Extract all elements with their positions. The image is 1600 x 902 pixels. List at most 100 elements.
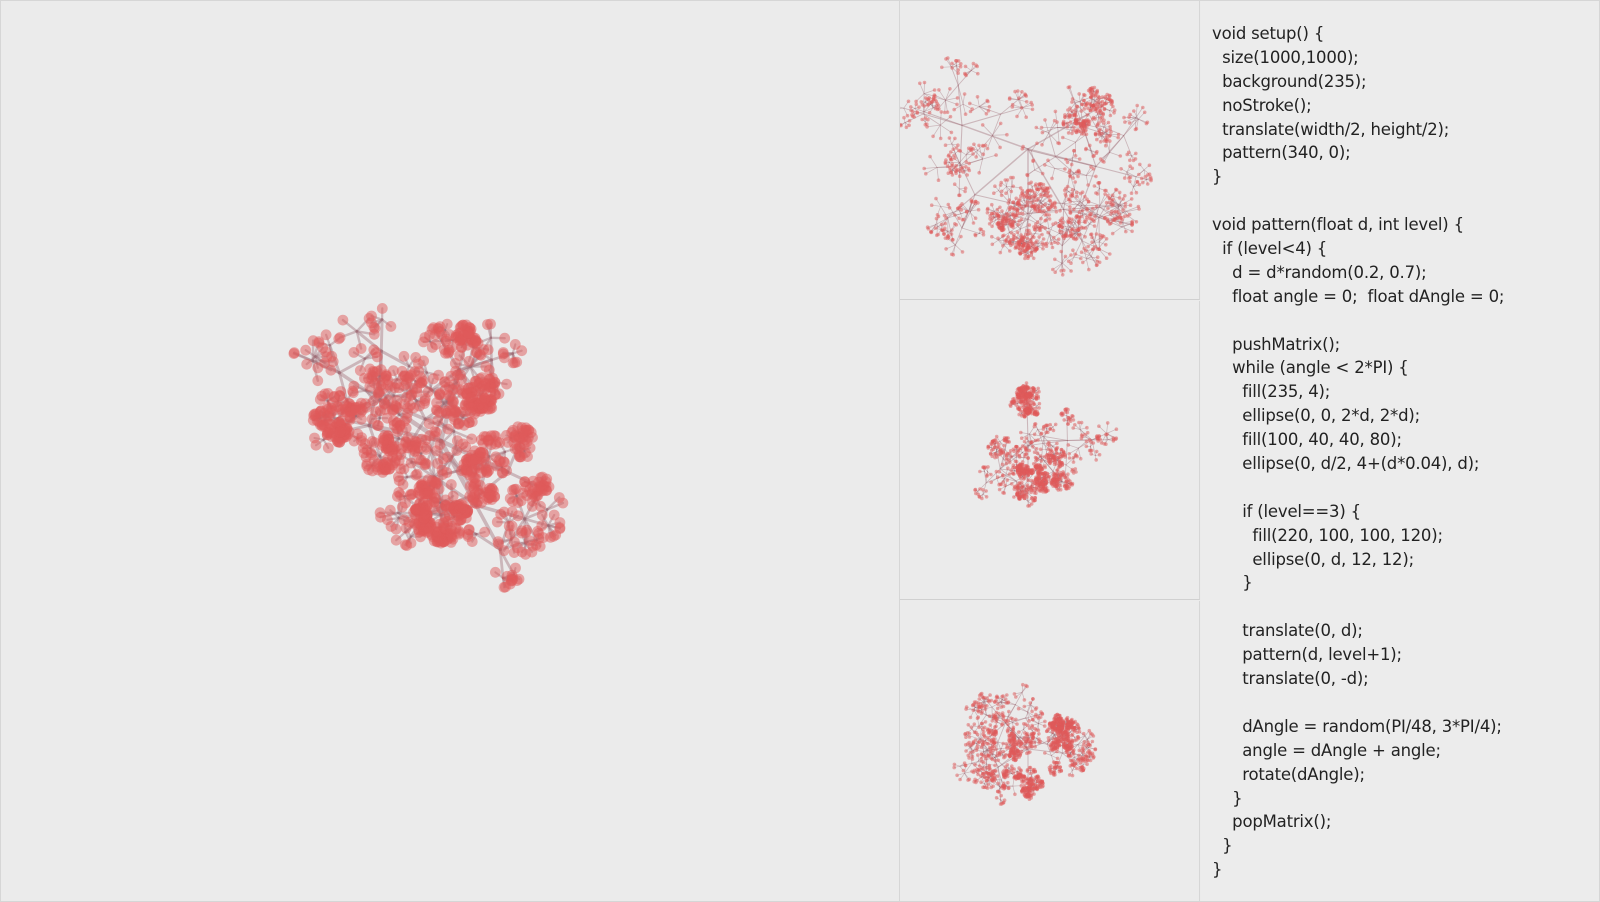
- petal: [1009, 231, 1014, 235]
- petal: [1034, 182, 1038, 186]
- petal: [457, 319, 468, 331]
- petal: [1070, 109, 1074, 113]
- petal: [927, 110, 932, 115]
- petal: [1085, 215, 1089, 219]
- petal: [1040, 130, 1045, 135]
- stem: [1044, 211, 1057, 213]
- stem: [961, 211, 971, 229]
- petal: [1053, 240, 1057, 244]
- stem: [1121, 226, 1133, 232]
- petal: [1108, 252, 1112, 256]
- stem: [919, 82, 925, 94]
- petal: [960, 202, 964, 206]
- stem: [1122, 211, 1137, 223]
- petal: [479, 526, 491, 538]
- petal: [416, 433, 428, 445]
- petal: [401, 413, 413, 424]
- petal: [1014, 196, 1018, 201]
- petal: [1063, 254, 1068, 259]
- stem: [955, 65, 959, 86]
- petal: [1061, 220, 1065, 225]
- petal: [1007, 221, 1011, 225]
- petal: [975, 64, 979, 69]
- petal: [1091, 218, 1095, 222]
- stem: [957, 70, 972, 86]
- petal: [1050, 176, 1054, 181]
- petal: [956, 143, 960, 147]
- petal: [1043, 226, 1047, 230]
- stem: [1121, 215, 1126, 228]
- petal: [940, 65, 944, 70]
- stem: [1085, 257, 1090, 270]
- stem: [1062, 137, 1076, 143]
- petal: [1006, 201, 1011, 205]
- petal: [937, 88, 941, 92]
- stem: [932, 124, 941, 137]
- stem: [974, 194, 1011, 204]
- petal: [1056, 224, 1061, 228]
- petal: [958, 193, 962, 198]
- petal: [943, 221, 947, 226]
- main-pattern-drawing: [288, 303, 569, 593]
- petal: [1110, 193, 1115, 197]
- petal: [1053, 206, 1058, 210]
- petal: [509, 339, 521, 350]
- petal: [390, 534, 402, 546]
- petal: [347, 385, 359, 397]
- petal: [548, 509, 560, 521]
- petal: [922, 80, 927, 85]
- petal: [947, 136, 952, 140]
- petal: [957, 216, 961, 221]
- petal: [1003, 238, 1008, 243]
- petal: [1066, 108, 1070, 112]
- petal: [1024, 115, 1028, 119]
- stem: [915, 93, 925, 102]
- petal: [337, 314, 349, 326]
- petal: [1017, 96, 1021, 100]
- petal: [981, 230, 986, 234]
- petal: [955, 102, 959, 107]
- petal: [1040, 204, 1045, 208]
- petal: [431, 445, 442, 457]
- petal: [1073, 118, 1078, 122]
- petal: [1086, 183, 1090, 187]
- petal: [498, 506, 510, 518]
- petal: [1059, 249, 1063, 254]
- stem: [982, 144, 986, 160]
- stem: [1041, 132, 1050, 146]
- stem: [923, 107, 934, 113]
- petal: [356, 432, 368, 443]
- petal: [499, 332, 511, 344]
- stem: [1123, 118, 1139, 137]
- stem: [1027, 148, 1097, 168]
- petal: [943, 143, 948, 147]
- petal: [455, 369, 466, 381]
- petal: [509, 443, 521, 455]
- petal: [1139, 176, 1144, 181]
- petal: [1068, 211, 1073, 215]
- petal: [1044, 241, 1049, 246]
- petal: [951, 147, 956, 151]
- petal: [1025, 195, 1029, 199]
- petal: [1014, 236, 1019, 240]
- stem: [1090, 204, 1101, 215]
- petal: [999, 189, 1004, 194]
- stem: [970, 211, 974, 224]
- petal: [973, 216, 978, 220]
- petal: [1019, 105, 1024, 110]
- petal: [1076, 228, 1081, 232]
- petal: [1080, 190, 1085, 194]
- petal: [1104, 256, 1109, 260]
- petal: [1009, 175, 1013, 180]
- petal: [981, 152, 986, 156]
- petal: [1108, 127, 1112, 132]
- petal: [990, 224, 994, 229]
- petal: [968, 109, 973, 114]
- petal: [1070, 188, 1075, 192]
- petal: [480, 464, 492, 476]
- petal: [1137, 182, 1142, 187]
- stem: [1000, 107, 1023, 115]
- petal: [1141, 180, 1145, 185]
- stem: [1100, 152, 1111, 160]
- petal: [507, 484, 518, 496]
